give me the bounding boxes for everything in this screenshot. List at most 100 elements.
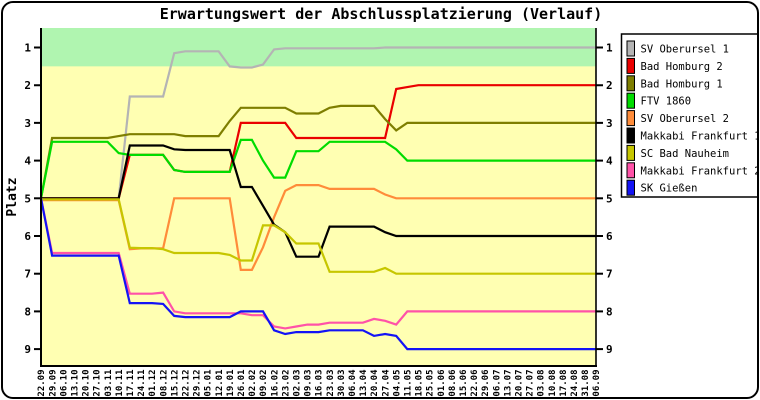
y-tick-label-left: 9 — [24, 343, 31, 356]
legend-label: FTV 1860 — [641, 96, 692, 108]
x-tick-label: 13.07 — [503, 370, 513, 397]
x-tick-label: 27.10 — [93, 370, 103, 397]
x-tick-label: 30.03 — [337, 370, 347, 397]
y-tick-label-left: 5 — [24, 192, 31, 205]
series-line-makkabi-frankfurt-2 — [39, 198, 596, 330]
x-tick-label: 01.12 — [148, 370, 158, 397]
y-tick-label-left: 4 — [24, 155, 31, 168]
legend-swatch — [626, 57, 635, 74]
x-tick-label: 16.03 — [315, 370, 325, 397]
x-tick-label: 22.06 — [470, 370, 480, 397]
x-tick-label: 22.09 — [37, 370, 47, 397]
x-tick-label: 04.05 — [392, 370, 402, 397]
x-tick-label: 19.01 — [226, 370, 236, 397]
legend-box — [620, 33, 757, 198]
x-tick-label: 02.02 — [248, 370, 258, 397]
legend-label: Makkabi Frankfurt 1 — [641, 131, 760, 143]
legend-swatch — [626, 144, 635, 161]
y-tick-label-left: 3 — [24, 117, 31, 130]
y-tick-label-right: 3 — [606, 117, 613, 130]
x-tick-label: 08.06 — [448, 370, 458, 397]
legend-swatch — [626, 110, 635, 127]
x-tick-label: 29.06 — [481, 370, 491, 397]
legend-label: SV Oberursel 1 — [641, 44, 730, 56]
x-tick-label: 03.08 — [537, 370, 547, 397]
x-tick-label: 05.01 — [204, 370, 214, 397]
legend-label: SV Oberursel 2 — [641, 113, 730, 125]
x-tick-label: 20.04 — [370, 369, 380, 397]
legend-swatch — [626, 127, 635, 144]
legend-label: SC Bad Nauheim — [641, 148, 730, 160]
x-tick-label: 23.03 — [326, 370, 336, 397]
x-tick-label: 06.10 — [59, 370, 69, 397]
legend-label: Bad Homburg 1 — [641, 78, 723, 90]
plot-background — [41, 28, 596, 366]
x-tick-label: 08.12 — [159, 370, 169, 397]
x-tick-label: 25.05 — [426, 370, 436, 397]
x-tick-label: 09.03 — [304, 370, 314, 397]
y-tick-label-right: 6 — [606, 230, 613, 243]
series-line-sc-bad-nauheim — [41, 198, 596, 275]
y-tick-label-left: 6 — [24, 230, 31, 243]
legend-swatch — [626, 162, 635, 179]
x-tick-label: 18.05 — [415, 370, 425, 397]
x-tick-label: 29.12 — [193, 370, 203, 397]
y-tick-label-right: 5 — [606, 192, 613, 205]
y-tick-label-right: 9 — [606, 343, 613, 356]
x-tick-label: 15.12 — [170, 370, 180, 397]
x-tick-label: 06.07 — [492, 370, 502, 397]
x-tick-label: 24.11 — [137, 370, 147, 397]
x-tick-label: 12.01 — [215, 370, 225, 397]
series-line-ftv-1860 — [39, 138, 596, 199]
x-tick-label: 10.11 — [115, 370, 125, 397]
x-tick-label: 09.02 — [259, 370, 269, 397]
placement-expectation-chart: Erwartungswert der Abschlussplatzierung … — [5, 5, 760, 397]
y-tick-label-right: 7 — [606, 268, 613, 281]
x-tick-label: 17.11 — [126, 370, 136, 397]
y-tick-label-left: 2 — [24, 79, 31, 92]
y-tick-label-right: 4 — [606, 155, 613, 168]
y-tick-label-left: 7 — [24, 268, 31, 281]
x-tick-label: 29.09 — [48, 370, 58, 397]
series-line-makkabi-frankfurt-1 — [41, 144, 596, 258]
x-tick-label: 31.08 — [581, 370, 591, 397]
chart-title: Erwartungswert der Abschlussplatzierung … — [160, 5, 603, 23]
legend-swatch — [626, 75, 635, 92]
x-tick-label: 20.10 — [82, 370, 92, 397]
y-axis-label: Platz — [5, 177, 20, 216]
legend-swatch — [626, 92, 635, 109]
legend-swatch — [626, 40, 635, 57]
x-tick-label: 22.12 — [182, 370, 192, 397]
x-tick-label: 27.04 — [381, 369, 391, 397]
x-tick-label: 20.07 — [515, 370, 525, 397]
x-tick-label: 06.04 — [348, 369, 358, 397]
x-tick-label: 06.09 — [592, 370, 602, 397]
legend-label: SK Gießen — [641, 183, 698, 195]
x-tick-label: 10.08 — [548, 370, 558, 397]
series-line-sv-oberursel-1 — [41, 46, 596, 200]
legend-swatch — [626, 179, 635, 196]
x-tick-label: 13.10 — [71, 370, 81, 397]
y-tick-label-right: 8 — [606, 305, 613, 318]
x-tick-label: 26.01 — [237, 370, 247, 397]
y-tick-label-left: 1 — [24, 42, 31, 55]
y-tick-label-left: 8 — [24, 305, 31, 318]
x-tick-label: 17.08 — [559, 370, 569, 397]
x-tick-label: 01.06 — [437, 370, 447, 397]
x-tick-label: 03.11 — [104, 370, 114, 397]
x-tick-label: 02.03 — [293, 370, 303, 397]
y-tick-label-right: 2 — [606, 79, 613, 92]
legend-label: Bad Homburg 2 — [641, 61, 723, 73]
x-tick-label: 24.08 — [570, 370, 580, 397]
x-tick-label: 15.06 — [459, 370, 469, 397]
series-line-bad-homburg-1 — [39, 104, 596, 199]
x-tick-label: 11.05 — [404, 370, 414, 397]
series-line-sk-gießen — [39, 198, 596, 351]
x-tick-label: 23.02 — [281, 370, 291, 397]
legend-label: Makkabi Frankfurt 2 — [641, 165, 760, 177]
y-tick-label-right: 1 — [606, 42, 613, 55]
x-tick-label: 13.04 — [359, 369, 369, 397]
x-tick-label: 16.02 — [270, 370, 280, 397]
x-tick-label: 27.07 — [526, 370, 536, 397]
